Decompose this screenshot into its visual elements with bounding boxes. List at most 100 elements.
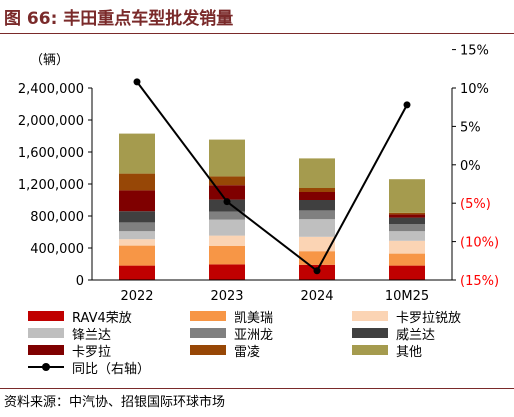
- bar-segment: [119, 239, 155, 246]
- bar-segment: [209, 211, 245, 220]
- bar-segment: [119, 173, 155, 191]
- chart-title: 图 66: 丰田重点车型批发销量: [4, 9, 234, 29]
- right-tick-label: 10%: [460, 82, 489, 97]
- bar-segment: [389, 240, 425, 254]
- bar-segment: [389, 265, 425, 280]
- yoy-line-point: [223, 198, 231, 206]
- right-tick-label: (5%): [460, 197, 491, 212]
- bar-stacks: [119, 133, 425, 280]
- legend-swatch: [190, 345, 226, 355]
- legend-item: 锋兰达: [28, 324, 112, 343]
- source-note: 资料来源：中汽协、招银国际环球市场: [4, 395, 226, 410]
- legend-item: 威兰达: [352, 324, 436, 343]
- bar-segment: [389, 179, 425, 213]
- legend-label: 锋兰达: [72, 327, 112, 343]
- legend-item: 亚洲龙: [190, 324, 274, 343]
- right-tick-label: (10%): [460, 236, 499, 251]
- legend-item: 卡罗拉: [28, 341, 112, 360]
- bar-segment: [119, 265, 155, 280]
- bar-segment: [389, 224, 425, 232]
- yoy-line-point: [313, 267, 321, 275]
- bar-segment: [299, 210, 335, 220]
- bar-segment: [299, 219, 335, 237]
- bar-segment: [299, 192, 335, 200]
- legend-swatch: [190, 328, 226, 338]
- x-tick-label: 2023: [210, 289, 243, 304]
- x-tick-label: 10M25: [385, 289, 429, 304]
- legend-item: 卡罗拉锐放: [352, 307, 462, 326]
- yoy-line-point: [133, 78, 141, 86]
- legend-swatch: [28, 328, 64, 338]
- legend-label: 威兰达: [396, 327, 436, 343]
- legend-label: RAV4荣放: [72, 310, 132, 326]
- x-tick-label: 2022: [120, 289, 153, 304]
- bar-segment: [299, 158, 335, 188]
- legend-label: 卡罗拉锐放: [396, 310, 462, 326]
- legend-label: 雷凌: [234, 344, 261, 360]
- legend-swatch: [28, 311, 64, 321]
- right-tick-label: 0%: [460, 159, 481, 174]
- left-tick-label: 1,600,000: [18, 146, 84, 161]
- legend-label: 其他: [396, 344, 423, 360]
- legend-label: 卡罗拉: [72, 344, 112, 360]
- legend-swatch: [352, 328, 388, 338]
- legend-swatch: [352, 345, 388, 355]
- bar-segment: [299, 236, 335, 252]
- bar-segment: [209, 235, 245, 246]
- bar-segment: [299, 188, 335, 192]
- bar-segment: [389, 231, 425, 241]
- legend-item: 雷凌: [190, 341, 261, 360]
- legend-label: 亚洲龙: [234, 327, 274, 343]
- bar-segment: [389, 253, 425, 266]
- legend-label: 同比（右轴）: [72, 361, 151, 377]
- left-tick-label: 800,000: [30, 210, 84, 225]
- bar-segment: [209, 246, 245, 265]
- right-tick-label: 15%: [460, 44, 489, 59]
- bar-stack-2023: [209, 139, 245, 280]
- right-tick-label: (15%): [460, 274, 499, 289]
- bar-segment: [389, 212, 425, 215]
- right-tick-label: 5%: [460, 120, 481, 135]
- yoy-line-path: [136, 81, 408, 273]
- bar-segment: [209, 264, 245, 280]
- legend-item: 其他: [352, 341, 423, 360]
- x-tick-label: 2024: [300, 289, 333, 304]
- bar-segment: [119, 133, 155, 174]
- bar-segment: [119, 190, 155, 212]
- right-axis-ticks: (15%) (10%) (5%) 0% 5% 10% 15%: [452, 44, 499, 289]
- left-tick-label: 1,200,000: [18, 178, 84, 193]
- legend-label: 凯美瑞: [234, 310, 274, 326]
- bar-segment: [299, 200, 335, 211]
- yoy-line-series: [133, 78, 411, 275]
- left-tick-label: 400,000: [30, 242, 84, 257]
- legend-item-yoy: 同比（右轴）: [28, 358, 151, 377]
- bar-segment: [209, 176, 245, 186]
- bar-segment: [389, 217, 425, 224]
- yoy-line-point: [403, 101, 411, 109]
- left-tick-label: 2,000,000: [18, 114, 84, 129]
- source-divider: [0, 388, 514, 389]
- legend-item: 凯美瑞: [190, 307, 274, 326]
- left-axis-unit-label: （辆）: [30, 53, 69, 68]
- bar-segment: [299, 251, 335, 265]
- bar-stack-2024: [299, 158, 335, 280]
- bar-segment: [209, 185, 245, 200]
- bar-segment: [209, 139, 245, 177]
- legend-swatch: [28, 345, 64, 355]
- left-tick-label: 0: [76, 274, 84, 289]
- bar-segment: [119, 245, 155, 266]
- bar-segment: [119, 211, 155, 223]
- bar-stack-10m25: [389, 179, 425, 280]
- legend-swatch: [352, 311, 388, 321]
- legend-swatch: [190, 311, 226, 321]
- bar-segment: [119, 222, 155, 232]
- left-tick-label: 2,400,000: [18, 82, 84, 97]
- legend-item: RAV4荣放: [28, 307, 132, 326]
- title-divider: [0, 33, 514, 34]
- bar-segment: [209, 219, 245, 236]
- bar-segment: [119, 231, 155, 240]
- bar-segment: [389, 214, 425, 218]
- left-axis-ticks: 0 400,000 800,000 1,200,000 1,600,000 2,000,0…: [18, 82, 92, 289]
- stacked-bar-chart: （辆） 0 400,000 800,000 1,200,000 1,600,000 2,0…: [18, 44, 499, 304]
- bar-stack-2022: [119, 133, 155, 280]
